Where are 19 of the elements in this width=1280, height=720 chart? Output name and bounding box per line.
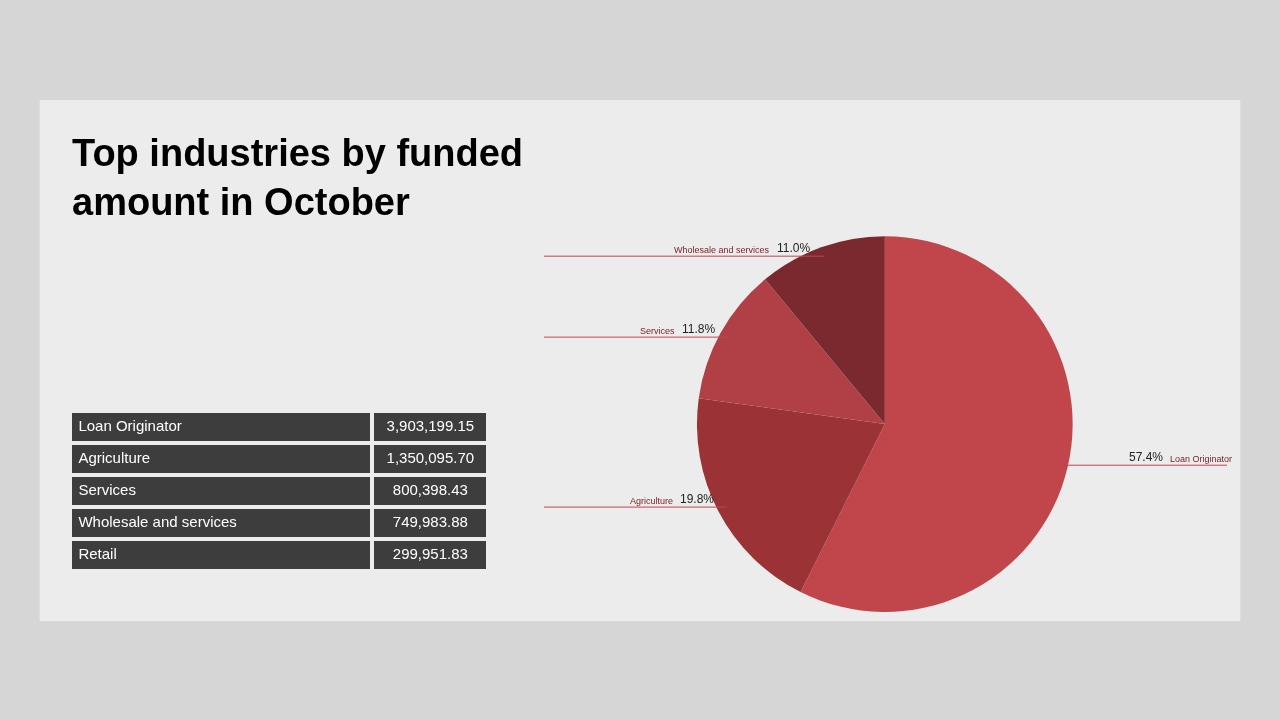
text: 749,983.88 bbox=[392, 512, 468, 530]
text: Top industries by funded amount in October bbox=[72, 132, 524, 224]
slice-label: Agriculture bbox=[630, 496, 674, 506]
slice-label: Loan Originator bbox=[1170, 454, 1233, 464]
slice-label: Services bbox=[640, 326, 676, 336]
text: 299,951.83 bbox=[392, 544, 468, 562]
text: 3,903,199.15 bbox=[386, 416, 475, 434]
category-label: Wholesale and services bbox=[78, 512, 237, 530]
text: 800,398.43 bbox=[392, 480, 468, 498]
slice-label: Wholesale and services bbox=[674, 245, 770, 255]
category-label: Loan Originator bbox=[78, 416, 182, 434]
data-label: 11.0% bbox=[777, 241, 811, 255]
text: 1,350,095.70 bbox=[386, 448, 475, 466]
data-label: 57.4% bbox=[1129, 450, 1164, 464]
category-label: Retail bbox=[78, 544, 117, 562]
data-label: 19.8% bbox=[680, 492, 715, 506]
data-label: 11.8% bbox=[682, 322, 716, 336]
category-label: Services bbox=[78, 480, 136, 498]
category-label: Agriculture bbox=[78, 448, 151, 466]
